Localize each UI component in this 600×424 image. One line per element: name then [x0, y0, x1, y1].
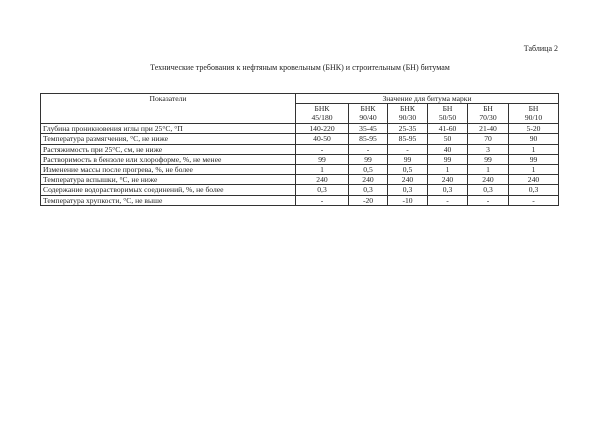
cell-value: 41-60 [427, 123, 468, 135]
cell-value: 5-20 [508, 123, 559, 135]
cell-value: 0,5 [387, 163, 428, 176]
cell-value: 1 [508, 163, 559, 176]
cell-value: 99 [348, 153, 388, 165]
cell-value: - [295, 194, 349, 206]
cell-value: 1 [295, 163, 349, 176]
cell-value: 99 [295, 153, 349, 165]
cell-value: 99 [427, 153, 468, 165]
cell-value: 0,3 [295, 184, 349, 196]
row-label: Температура размягчения, °С, не ниже [40, 133, 296, 145]
grade-mark: 90/10 [524, 112, 543, 122]
cell-value: 40 [427, 143, 468, 155]
cell-value: 1 [467, 163, 509, 176]
row-label: Температура вспышки, °С, не ниже [40, 174, 296, 186]
grade-mark: 90/30 [398, 112, 417, 122]
grade-type: БН [528, 104, 539, 114]
row-label: Растворимость в бензоле или хлороформе, … [40, 153, 296, 165]
header-row: Показатели Значение для битума марки [40, 92, 559, 125]
cell-value: - [508, 194, 559, 206]
cell-value: 0,3 [427, 184, 468, 196]
cell-value: 40-50 [295, 133, 349, 145]
cell-value: - [467, 194, 509, 206]
grade-header: БНК 90/30 [387, 103, 428, 125]
table-row: Растворимость в бензоле или хлороформе, … [40, 153, 559, 165]
cell-value: -20 [348, 194, 388, 206]
grade-header: БН 70/30 [467, 103, 509, 125]
cell-value: 240 [427, 174, 468, 186]
cell-value: - [427, 194, 468, 206]
grade-type: БН [483, 104, 493, 114]
row-label: Содержание водорастворимых соединений, %… [40, 184, 296, 196]
table-row: Температура размягчения, °С, не ниже 40-5… [40, 133, 559, 145]
grade-mark: 90/40 [359, 112, 377, 122]
grade-header: БН 50/50 [427, 103, 468, 125]
cell-value: 0,5 [348, 163, 388, 176]
cell-value: 240 [295, 174, 349, 186]
grade-type: БНК [314, 104, 330, 114]
table-row: Температура вспышки, °С, не ниже 240 240 24… [40, 174, 559, 186]
row-label: Изменение массы после прогрева, %, не бо… [40, 163, 296, 176]
cell-value: 21-40 [467, 123, 509, 135]
row-label: Температура хрупкости, °С, не выше [40, 194, 296, 206]
cell-value: 99 [467, 153, 509, 165]
cell-value: 90 [508, 133, 559, 145]
cell-value: 240 [508, 174, 559, 186]
cell-value: 0,3 [467, 184, 509, 196]
grades-row: БНК 45/180 БНК 90/40 БНК 90/30 БН 50/50 БН 70/30 Б… [41, 103, 559, 125]
cell-value: - [295, 143, 349, 155]
cell-value: 240 [387, 174, 428, 186]
table-row: Температура хрупкости, °С, не выше - -20 -1… [40, 194, 559, 206]
cell-value: 50 [427, 133, 468, 145]
bitumen-requirements-table: Показатели Значение для битума марки БНК… [40, 92, 559, 206]
header-group: Значение для битума марки [295, 92, 559, 105]
table-row: Изменение массы после прогрева, %, не бо… [40, 163, 559, 176]
cell-value: 0,3 [348, 184, 388, 196]
cell-value: 1 [508, 143, 559, 155]
cell-value: - [387, 143, 428, 155]
grade-header: БНК 45/180 [295, 103, 349, 125]
cell-value: 35-45 [348, 123, 388, 135]
cell-value: 1 [427, 163, 468, 176]
header-indicator: Показатели [40, 92, 296, 125]
grade-header: БНК 90/40 [348, 103, 388, 125]
grade-type: БН [442, 104, 453, 114]
table-row: Растяжимость при 25°С, см, не ниже - - -40 3… [40, 143, 559, 155]
cell-value: 99 [387, 153, 428, 165]
grade-header: БН 90/10 [508, 103, 559, 125]
cell-value: 240 [348, 174, 388, 186]
table-row: Содержание водорастворимых соединений, %… [40, 184, 559, 196]
grade-mark: 50/50 [438, 112, 457, 122]
grade-type: БНК [360, 104, 376, 114]
cell-value: - [348, 143, 388, 155]
cell-value: 70 [467, 133, 509, 145]
row-label: Глубина проникновения иглы при 25°С, °П [40, 123, 296, 135]
cell-value: 85-95 [387, 133, 428, 145]
cell-value: 3 [467, 143, 509, 155]
cell-value: 0,3 [387, 184, 428, 196]
cell-value: 140-220 [295, 123, 349, 135]
cell-value: -10 [387, 194, 428, 206]
cell-value: 99 [508, 153, 559, 165]
cell-value: 25-35 [387, 123, 428, 135]
table-number: Таблица 2 [523, 44, 558, 53]
table-caption: Технические требования к нефтяным кровел… [150, 63, 450, 72]
cell-value: 240 [467, 174, 509, 186]
table-row: Глубина проникновения иглы при 25°С, °П 1… [40, 123, 559, 135]
grade-mark: 70/30 [479, 112, 497, 122]
grade-type: БНК [400, 104, 415, 114]
cell-value: 85-95 [348, 133, 388, 145]
grade-mark: 45/180 [311, 112, 333, 122]
cell-value: 0,3 [508, 184, 559, 196]
row-label: Растяжимость при 25°С, см, не ниже [40, 143, 296, 155]
